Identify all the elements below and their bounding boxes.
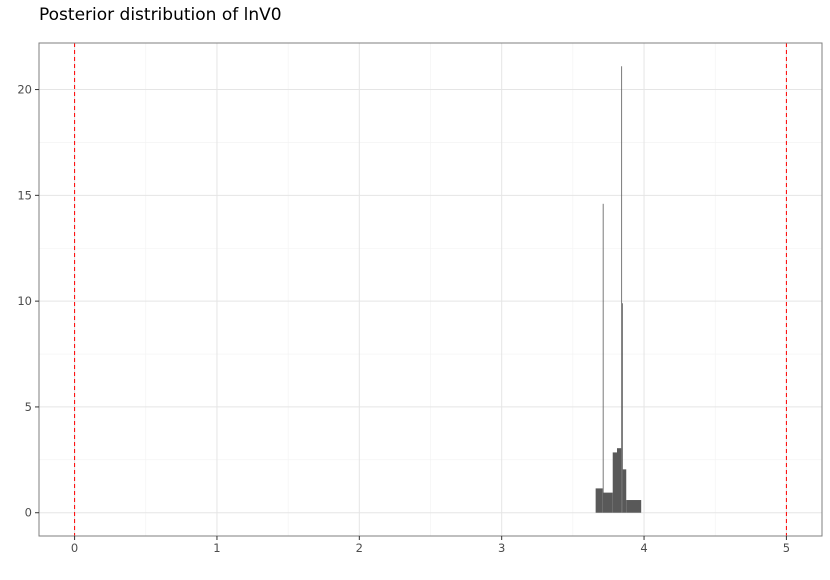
- y-tick-label: 5: [25, 400, 32, 414]
- y-tick-label: 15: [17, 188, 32, 202]
- x-tick-label: 3: [498, 541, 505, 555]
- histogram-bar: [621, 66, 623, 513]
- x-axis: 0 1 2 3 4 5: [71, 536, 790, 555]
- reference-lines: [74, 43, 787, 536]
- histogram-bar: [621, 303, 623, 513]
- x-tick-label: 0: [71, 541, 78, 555]
- histogram-bar: [622, 469, 627, 513]
- y-tick-label: 0: [25, 506, 32, 520]
- grid-lines: [39, 43, 822, 536]
- y-axis: 0 5 10 15 20: [17, 83, 39, 520]
- x-tick-label: 2: [356, 541, 363, 555]
- plot-panel-border: [38, 42, 823, 537]
- histogram-bars: [595, 66, 642, 513]
- x-tick-label: 4: [640, 541, 647, 555]
- chart-title: Posterior distribution of lnV0: [39, 5, 282, 25]
- histogram-bar: [626, 500, 642, 513]
- histogram-bar: [616, 448, 622, 513]
- histogram-bar: [595, 488, 603, 513]
- histogram-bar: [602, 203, 604, 513]
- y-tick-label: 10: [17, 294, 32, 308]
- histogram-bar: [603, 492, 613, 513]
- y-tick-label: 20: [17, 83, 32, 97]
- x-tick-label: 1: [213, 541, 220, 555]
- histogram-bar: [612, 452, 617, 513]
- x-tick-label: 5: [783, 541, 790, 555]
